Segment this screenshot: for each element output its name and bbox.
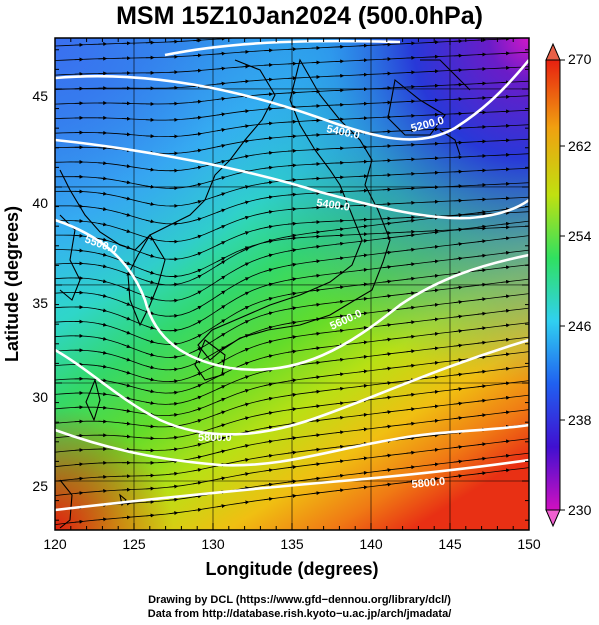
credit-data: Data from http://database.rish.kyoto−u.a…	[147, 608, 452, 620]
colorbar-min-arrow	[545, 509, 561, 528]
x-axis-labels: 120 125 130 135 140 145 150	[43, 536, 541, 552]
colorbar-tick-label: 238	[568, 412, 592, 428]
colorbar-tick-label: 270	[568, 51, 592, 67]
x-tick-label: 135	[280, 536, 304, 552]
colorbar-gradient	[545, 59, 561, 511]
x-axis-title: Longitude (degrees)	[205, 559, 378, 579]
y-tick-label: 45	[32, 88, 48, 104]
y-tick-label: 30	[32, 389, 48, 405]
colorbar-tick-label: 230	[568, 502, 592, 518]
x-tick-label: 150	[517, 536, 541, 552]
height-contours	[55, 39, 529, 512]
colorbar-tick-label: 254	[568, 228, 592, 244]
colorbar-tick-label: 262	[568, 138, 592, 154]
contour-label: 5800.0	[198, 432, 232, 444]
colorbar-max-arrow	[545, 42, 561, 61]
x-tick-label: 125	[122, 536, 146, 552]
y-axis-title: Latitude (degrees)	[2, 206, 22, 362]
x-axis-ticks	[54, 38, 530, 530]
y-tick-label: 40	[32, 195, 48, 211]
streamlines	[55, 38, 529, 530]
y-tick-label: 25	[32, 478, 48, 494]
contour-label: 5800.0	[411, 476, 446, 491]
credit-drawing: Drawing by DCL (https://www.gfd−dennou.o…	[148, 594, 451, 606]
x-tick-label: 140	[359, 536, 383, 552]
y-axis-labels: 45 40 35 30 25	[32, 88, 48, 494]
x-tick-label: 130	[201, 536, 225, 552]
contour-label: 5400.0	[316, 197, 351, 214]
chart-title: MSM 15Z10Jan2024 (500.0hPa)	[116, 2, 483, 30]
x-tick-label: 120	[43, 536, 67, 552]
y-tick-label: 35	[32, 295, 48, 311]
y-axis-ticks	[55, 49, 529, 521]
x-tick-label: 145	[438, 536, 462, 552]
map-plot-area	[55, 38, 529, 530]
colorbar: 270 262 254 246 238 230	[545, 42, 592, 528]
colorbar-tick-label: 246	[568, 318, 592, 334]
